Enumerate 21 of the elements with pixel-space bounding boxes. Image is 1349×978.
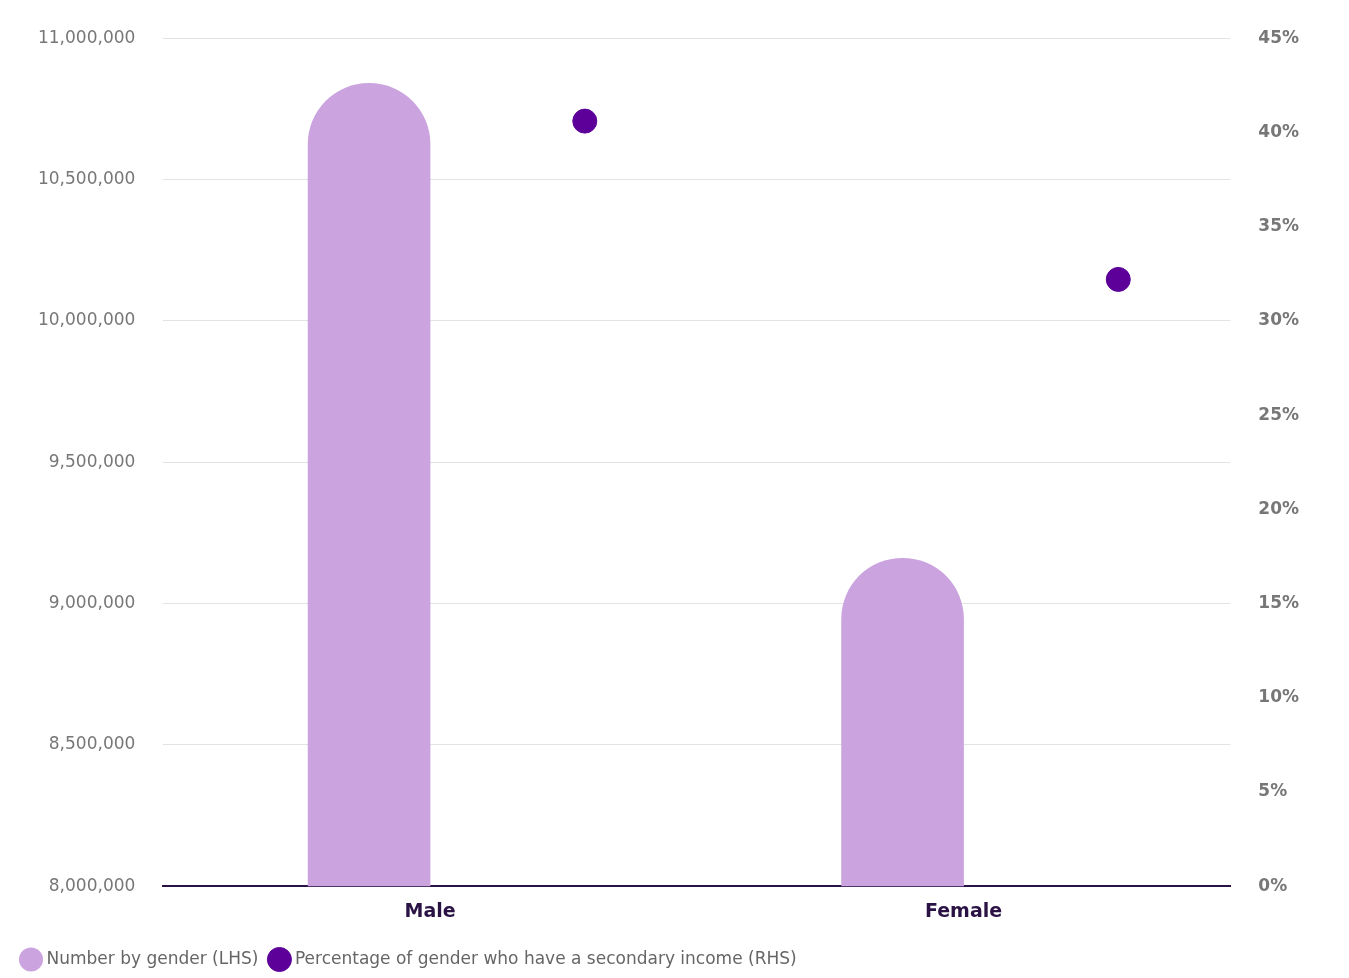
y2-tick-label: 10% [1258,686,1300,707]
y-tick-label: 8,500,000 [48,733,136,754]
legend-label: Percentage of gender who have a secondary income (RHS) [294,947,797,968]
y2-tick-label: 20% [1258,497,1300,518]
y2-tick-label: 40% [1258,120,1300,141]
x-tick-label: Male [404,898,456,921]
y-tick-label: 10,000,000 [37,309,136,330]
y-tick-label: 9,000,000 [48,591,136,612]
y2-tick-label: 35% [1258,215,1300,236]
y2-tick-label: 25% [1258,403,1300,424]
y-tick-label: 9,500,000 [48,450,136,471]
y-tick-label: 8,000,000 [48,874,136,895]
y2-tick-label: 45% [1258,26,1300,47]
y2-tick-label: 15% [1258,591,1300,612]
y2-tick-label: 0% [1258,874,1288,895]
y2-tick-label: 30% [1258,309,1300,330]
legend-label: Number by gender (LHS) [46,947,259,968]
x-tick-label: Female [925,898,1003,921]
y-tick-label: 10,500,000 [37,167,136,188]
y2-tick-label: 5% [1258,780,1288,801]
y-tick-label: 11,000,000 [37,26,136,47]
